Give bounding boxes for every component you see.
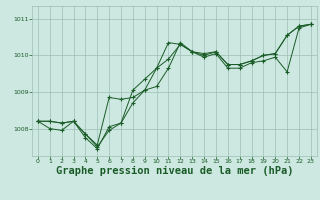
X-axis label: Graphe pression niveau de la mer (hPa): Graphe pression niveau de la mer (hPa) bbox=[56, 166, 293, 176]
